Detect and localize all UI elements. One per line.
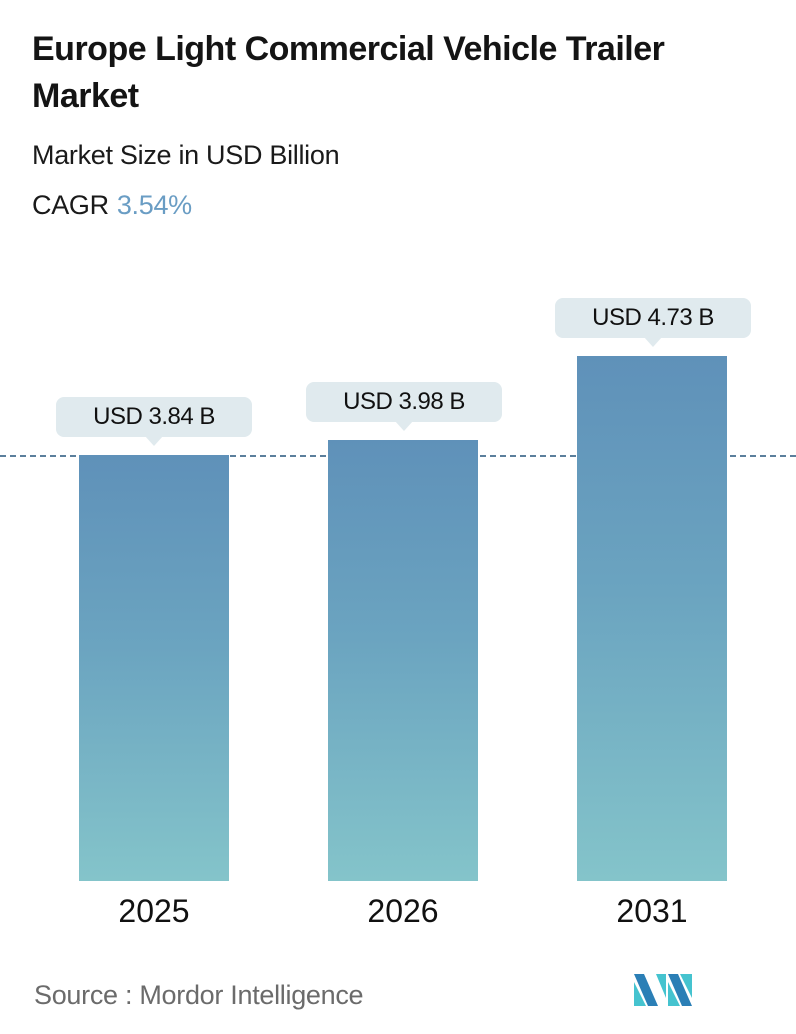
chart-subtitle: Market Size in USD Billion — [32, 140, 340, 170]
cagr-label: CAGR — [32, 190, 109, 220]
x-tick-2026: 2026 — [367, 893, 439, 929]
cagr: CAGR 3.54% — [32, 190, 192, 221]
data-label-2026: USD 3.98 B — [306, 382, 502, 431]
chart-title: Europe Light Commercial Vehicle Trailer … — [32, 30, 665, 115]
data-label-2031: USD 4.73 B — [555, 298, 751, 347]
bar-2025 — [79, 455, 229, 881]
x-tick-2031: 2031 — [616, 893, 688, 929]
source-text: Source : Mordor Intelligence — [34, 980, 364, 1010]
data-label-2025: USD 3.84 B — [56, 397, 252, 446]
bar-2026 — [328, 440, 478, 881]
cagr-value: 3.54% — [116, 190, 192, 220]
mordor-intelligence-logo-icon — [634, 974, 692, 1006]
x-tick-2025: 2025 — [118, 893, 190, 929]
bar-2031 — [577, 356, 727, 881]
